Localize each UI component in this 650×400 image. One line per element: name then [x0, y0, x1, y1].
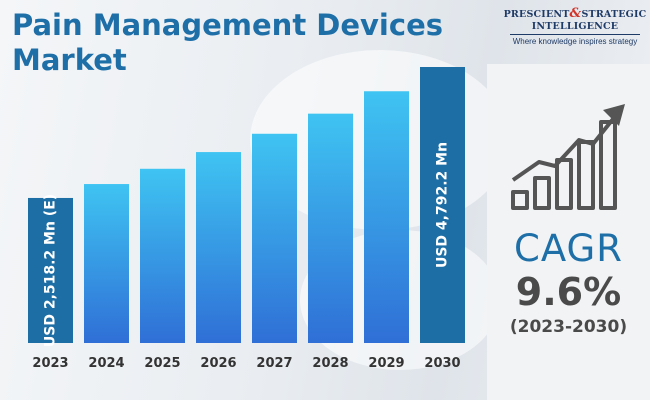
x-tick-label-2025: 2025 — [144, 356, 180, 371]
bar-chart: 2023 USD 2,518.2 Mn (E) 2024 2025 2026 2027 20… — [28, 67, 465, 371]
bar-2023 — [28, 197, 73, 343]
logo-ampersand: & — [569, 6, 582, 21]
x-tick-label-2023: 2023 — [32, 356, 68, 371]
x-tick-label-2030: 2030 — [424, 356, 460, 371]
logo-word-1: PRESCIENT — [503, 9, 570, 20]
logo-word-2: STRATEGIC — [581, 9, 647, 20]
data-label-2023: USD 2,518.2 Mn (E) — [43, 194, 59, 347]
logo-tagline: Where knowledge inspires strategy — [510, 34, 640, 46]
cagr-label: CAGR — [514, 227, 623, 270]
bar-2028 — [308, 113, 353, 343]
company-logo: PRESCIENT&STRATEGIC INTELLIGENCE Where k… — [500, 6, 650, 58]
cagr-value: 9.6% — [515, 270, 622, 314]
bar-2029 — [364, 91, 409, 343]
bar-2026 — [196, 152, 241, 343]
bar-2025 — [140, 168, 185, 343]
growth-bar-chart-icon — [511, 104, 625, 210]
bar-2024 — [84, 184, 129, 343]
x-tick-label-2026: 2026 — [200, 356, 236, 371]
category-labels-group: 2023 USD 2,518.2 Mn (E) 2024 2025 2026 2027 20… — [32, 142, 460, 371]
logo-word-3: INTELLIGENCE — [531, 21, 619, 32]
cagr-panel: CAGR 9.6% (2023-2030) — [487, 64, 650, 400]
bar-2030 — [420, 67, 465, 343]
chart-title: Pain Management Devices Market — [12, 8, 482, 78]
bar-2027 — [252, 133, 297, 343]
data-label-2030: USD 4,792.2 Mn — [435, 142, 451, 268]
x-tick-label-2027: 2027 — [256, 356, 292, 371]
x-tick-label-2024: 2024 — [88, 356, 124, 371]
bars-group — [28, 67, 465, 343]
x-tick-label-2029: 2029 — [368, 356, 404, 371]
title-line-1: Pain Management Devices — [12, 8, 443, 42]
title-line-2: Market — [12, 43, 127, 77]
x-tick-label-2028: 2028 — [312, 356, 348, 371]
cagr-period: (2023-2030) — [509, 317, 628, 337]
